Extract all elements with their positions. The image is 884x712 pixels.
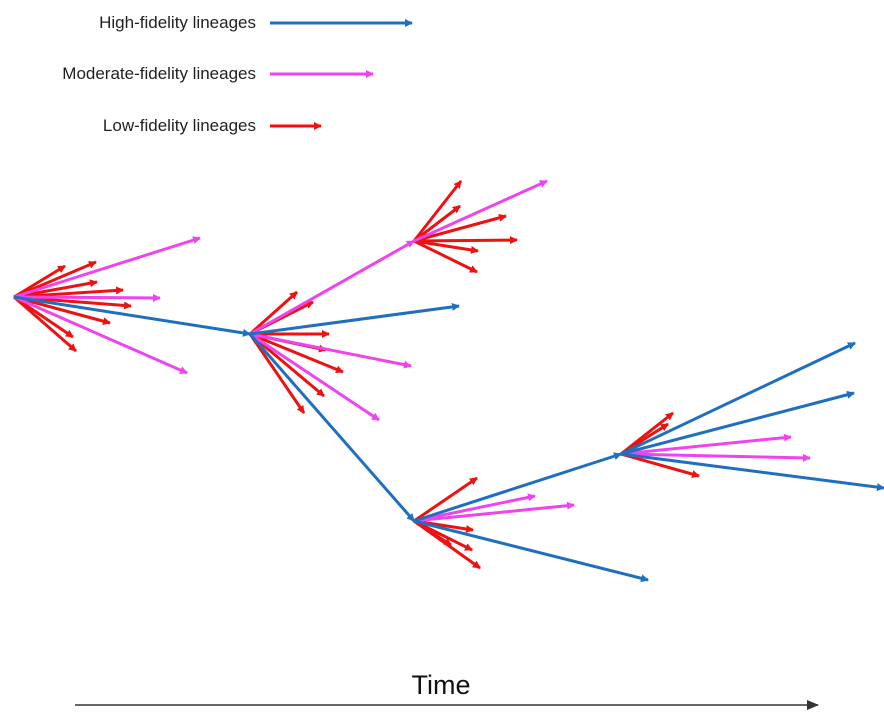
moderate-lineage-arrow-node-d-to-m7: [413, 493, 536, 523]
moderate-lineage-arrow-node-b-to-node-c: [249, 239, 415, 336]
low-lineage-arrow-node-b-to-l15: [248, 333, 306, 414]
moderate-lineage-arrow-node-e-to-m9: [620, 433, 792, 456]
low-lineage-arrow-node-b-to-l13: [249, 332, 344, 374]
high-lineage-arrow-node-d-to-h2: [413, 519, 649, 583]
low-lineage-arrow-root-to-l3: [13, 279, 98, 299]
lineage-tree: [13, 179, 884, 583]
low-lineage-arrow-node-d-to-l22: [413, 476, 478, 523]
legend: High-fidelity lineages Moderate-fidelity…: [62, 13, 413, 135]
legend-label-low: Low-fidelity lineages: [103, 116, 256, 135]
moderate-lineage-arrow-node-b-to-m4: [249, 332, 412, 369]
moderate-lineage-arrow-root-to-m3: [13, 295, 188, 375]
low-lineage-arrow-root-to-l8: [13, 295, 77, 353]
high-lineage-arrow-root-to-node-b: [13, 295, 251, 337]
legend-item-low: Low-fidelity lineages: [103, 116, 322, 135]
low-lineage-arrow-node-e-to-l29: [620, 452, 700, 478]
legend-label-moderate: Moderate-fidelity lineages: [62, 64, 256, 83]
low-lineage-arrow-node-d-to-l26: [413, 519, 452, 547]
low-lineage-arrow-node-b-to-l9: [249, 290, 298, 336]
moderate-lineage-arrow-node-c-to-m6: [413, 179, 548, 243]
high-lineage-arrow-node-e-to-h5: [620, 452, 884, 492]
moderate-lineage-arrow-root-to-m1: [13, 236, 201, 299]
legend-item-moderate: Moderate-fidelity lineages: [62, 64, 374, 83]
low-lineage-arrow-node-c-to-l20: [413, 239, 479, 254]
low-lineage-arrow-node-c-to-l21: [413, 239, 478, 274]
moderate-lineage-arrow-root-to-m2: [13, 293, 161, 302]
moderate-lineage-arrow-node-d-to-m8: [413, 501, 575, 523]
low-lineage-arrow-root-to-l6: [13, 295, 111, 326]
time-axis-label: Time: [412, 670, 471, 700]
moderate-lineage-arrow-node-b-to-m5: [249, 332, 380, 422]
high-lineage-arrow-node-e-to-h3: [620, 341, 856, 456]
legend-label-high: High-fidelity lineages: [99, 13, 256, 32]
low-lineage-arrow-node-c-to-l17: [413, 204, 461, 243]
moderate-lineage-arrow-node-e-to-m10: [620, 452, 811, 462]
high-lineage-arrow-node-b-to-h1: [249, 302, 460, 336]
time-axis: Time: [75, 670, 819, 710]
legend-item-high: High-fidelity lineages: [99, 13, 413, 32]
high-lineage-arrow-node-e-to-h4: [620, 390, 855, 456]
low-lineage-arrow-node-c-to-l16: [412, 180, 463, 242]
high-lineage-arrow-node-d-to-node-e: [413, 452, 622, 523]
low-lineage-arrow-node-c-to-l19: [413, 236, 518, 245]
low-lineage-arrow-node-c-to-l18: [413, 213, 507, 243]
low-lineage-arrow-node-b-to-l14: [249, 332, 325, 398]
high-lineage-arrow-node-b-to-node-d: [248, 333, 416, 522]
